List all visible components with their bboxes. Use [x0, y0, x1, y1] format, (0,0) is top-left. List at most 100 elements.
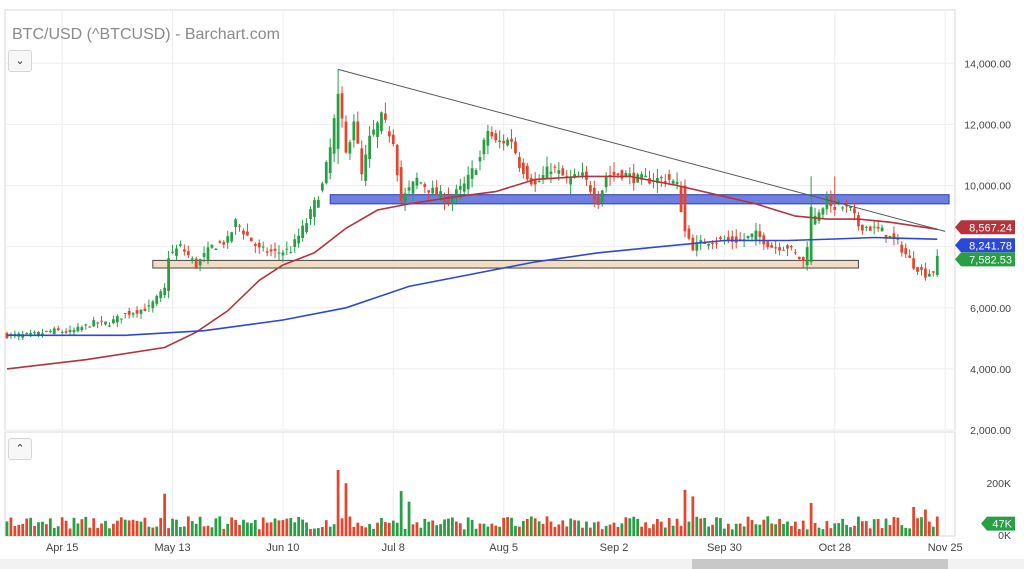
- candle-body: [108, 325, 111, 327]
- candle-body: [793, 252, 797, 254]
- candle-body: [817, 212, 821, 221]
- volume-bar: [565, 526, 569, 536]
- volume-bar: [604, 525, 608, 536]
- volume-bar: [490, 523, 494, 536]
- volume-bar: [218, 516, 222, 536]
- candle-body: [447, 194, 450, 204]
- candle-body: [324, 162, 328, 184]
- candle-body: [285, 248, 289, 250]
- scrollbar-thumb[interactable]: [692, 559, 948, 569]
- candle-body: [486, 131, 490, 146]
- volume-bar: [80, 519, 84, 536]
- candle-body: [147, 305, 151, 307]
- candle-body: [506, 139, 509, 146]
- candle-body: [715, 242, 718, 244]
- volume-bar: [908, 528, 912, 536]
- volume-bar: [924, 509, 927, 536]
- candle-body: [182, 249, 186, 252]
- candle-body: [48, 331, 52, 333]
- volume-bar: [624, 517, 628, 536]
- volume-bar: [857, 516, 860, 536]
- volume-bar: [100, 523, 103, 536]
- volume-bar: [175, 519, 178, 536]
- volume-bar: [652, 524, 655, 536]
- volume-bar: [376, 522, 379, 536]
- candle-body: [782, 249, 785, 251]
- candle-body: [612, 171, 616, 176]
- candle-body: [25, 332, 29, 334]
- volume-bar: [628, 518, 632, 536]
- scrollbar-track[interactable]: [0, 559, 1024, 569]
- candle-body: [332, 118, 336, 154]
- volume-bar: [391, 520, 395, 536]
- y-tick-label: 2,000.00: [970, 425, 1011, 437]
- volume-bar: [356, 522, 360, 536]
- candle-body: [849, 206, 852, 209]
- volume-bar: [427, 521, 431, 536]
- candle-body: [289, 252, 293, 254]
- candle-body: [778, 247, 781, 251]
- candle-body: [533, 179, 537, 185]
- volume-pane-toggle-button[interactable]: ⌃: [8, 438, 32, 460]
- x-tick-label: May 13: [154, 542, 190, 554]
- volume-last-label-text: 47K: [992, 519, 1012, 531]
- candle-body: [553, 166, 557, 168]
- price-pane-toggle-button[interactable]: ⌄: [8, 50, 32, 72]
- candle-body: [127, 310, 131, 315]
- volume-bar: [833, 523, 837, 536]
- candle-body: [581, 172, 584, 176]
- candle-body: [56, 328, 60, 331]
- candle-body: [931, 271, 935, 273]
- volume-bar: [916, 518, 919, 536]
- volume-bar: [790, 526, 793, 536]
- candle-body: [462, 183, 466, 192]
- volume-bar: [364, 527, 368, 536]
- candle-body: [340, 93, 344, 119]
- y-tick-label: 4,000.00: [970, 364, 1011, 376]
- candle-body: [474, 170, 478, 175]
- volume-bar: [742, 526, 746, 536]
- candle-body: [218, 241, 222, 243]
- volume-bar: [198, 516, 202, 536]
- candle-body: [439, 191, 442, 197]
- volume-bar: [407, 501, 411, 536]
- candle-body: [482, 139, 486, 155]
- volume-bar: [84, 516, 88, 536]
- candle-body: [344, 121, 348, 153]
- candle-body: [766, 241, 770, 248]
- candle-body: [746, 235, 750, 239]
- candle-body: [458, 185, 462, 190]
- x-tick-label: Apr 15: [46, 542, 78, 554]
- price-label: 7,582.53: [955, 252, 1015, 267]
- candle-body: [115, 316, 119, 323]
- price-label: 8,567.24: [955, 220, 1015, 235]
- volume-bar: [876, 518, 880, 536]
- candle-body: [786, 245, 789, 249]
- candle-body: [711, 242, 714, 244]
- candle-body: [454, 189, 458, 196]
- volume-bar: [340, 518, 344, 536]
- volume-bar: [21, 523, 25, 536]
- volume-bar: [127, 520, 131, 536]
- volume-bar: [139, 521, 143, 536]
- volume-bar: [683, 489, 687, 536]
- candle-body: [202, 253, 206, 257]
- y-tick-label: 10,000.00: [964, 181, 1011, 193]
- candle-body: [171, 251, 174, 253]
- volume-bar: [447, 518, 450, 536]
- volume-bar: [380, 517, 383, 536]
- x-tick-label: Sep 30: [707, 542, 742, 554]
- volume-bar: [182, 526, 186, 536]
- candle-body: [194, 258, 198, 268]
- volume-bar: [817, 527, 821, 536]
- candle-body: [853, 208, 856, 214]
- volume-bar: [104, 520, 107, 536]
- volume-bar: [738, 523, 742, 536]
- volume-bar: [541, 523, 545, 536]
- candle-body: [123, 313, 127, 315]
- candle-body: [92, 320, 96, 327]
- candle-body: [384, 113, 387, 120]
- candle-body: [864, 226, 868, 228]
- candle-body: [644, 175, 647, 178]
- volume-bar: [758, 524, 762, 536]
